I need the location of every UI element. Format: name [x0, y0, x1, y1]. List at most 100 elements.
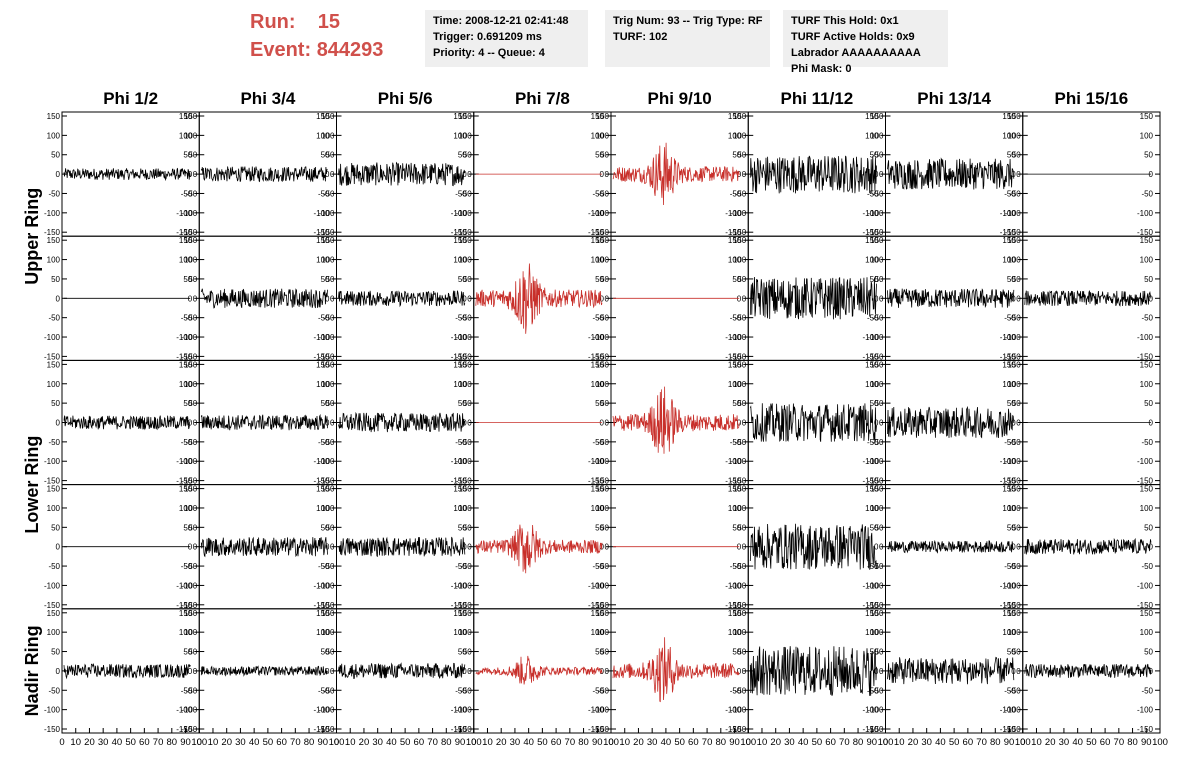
y-tick-label: 100 [1002, 504, 1016, 513]
info-line: Time: 2008-12-21 02:41:48 [433, 15, 569, 27]
y-tick-label: -100 [181, 457, 198, 466]
y-tick-label: 100 [458, 628, 472, 637]
y-tick-label: 100 [733, 256, 747, 265]
y-tick-label: 50 [1007, 151, 1016, 160]
y-tick-label: 150 [1007, 609, 1021, 618]
y-tick-label: -150 [181, 725, 198, 734]
y-tick-label: -100 [456, 706, 473, 715]
y-tick-label: -150 [1137, 477, 1154, 486]
y-tick-label: -150 [593, 228, 610, 237]
y-tick-label: 150 [596, 112, 610, 121]
event-value: 844293 [316, 39, 384, 61]
y-tick-label: -150 [318, 228, 335, 237]
y-tick-label: -50 [323, 562, 335, 571]
x-tick-label: 80 [853, 737, 864, 748]
y-tick-label: 0 [600, 419, 605, 428]
y-tick-label: -150 [1000, 725, 1017, 734]
y-tick-label: -150 [44, 601, 61, 610]
y-tick-label: 50 [458, 275, 467, 284]
y-tick-label: 50 [51, 648, 60, 657]
y-tick-label: 50 [326, 523, 335, 532]
y-tick-label: -50 [460, 314, 472, 323]
y-tick-label: -50 [867, 314, 879, 323]
y-tick-label: -50 [730, 189, 742, 198]
y-tick-label: 100 [458, 504, 472, 513]
y-tick-label: 50 [600, 648, 609, 657]
waveform-trace [887, 405, 1015, 439]
y-tick-label: -50 [181, 686, 193, 695]
y-tick-label: -150 [313, 601, 330, 610]
y-tick-label: -100 [593, 581, 610, 590]
y-tick-label: 150 [458, 112, 472, 121]
y-tick-label: -50 [1004, 562, 1016, 571]
y-tick-label: 0 [879, 419, 884, 428]
y-tick-label: -50 [1009, 189, 1021, 198]
y-tick-label: 150 [733, 360, 747, 369]
y-tick-label: 150 [321, 360, 335, 369]
y-tick-label: 0 [467, 543, 472, 552]
y-tick-label: 150 [316, 485, 330, 494]
y-tick-label: 150 [1140, 112, 1154, 121]
waveform-trace [200, 288, 328, 309]
y-tick-label: -150 [176, 725, 193, 734]
y-tick-label: 150 [316, 112, 330, 121]
run-event-header: Run: 15 Event: 844293 [250, 8, 383, 64]
y-tick-label: -100 [44, 581, 61, 590]
run-value: 15 [317, 11, 341, 33]
y-tick-label: -50 [318, 189, 330, 198]
x-tick-label: 100 [191, 737, 207, 748]
x-tick-label: 100 [1015, 737, 1031, 748]
y-tick-label: 150 [47, 236, 61, 245]
y-tick-label: -150 [862, 352, 879, 361]
column-header: Phi 7/8 [515, 89, 570, 108]
y-tick-label: -100 [176, 209, 193, 218]
y-tick-label: -100 [588, 209, 605, 218]
y-tick-label: -100 [1000, 706, 1017, 715]
y-tick-label: 50 [51, 275, 60, 284]
y-tick-label: -100 [181, 209, 198, 218]
y-tick-label: 0 [325, 170, 330, 179]
y-tick-label: 0 [1149, 419, 1154, 428]
y-tick-label: -100 [1137, 333, 1154, 342]
y-tick-label: -150 [456, 601, 473, 610]
x-tick-label: 70 [565, 737, 576, 748]
waveform-trace [63, 415, 191, 431]
x-tick-label: 40 [112, 737, 123, 748]
y-tick-label: 100 [453, 131, 467, 140]
y-tick-label: 50 [463, 151, 472, 160]
y-tick-label: 100 [179, 380, 193, 389]
y-tick-label: 0 [330, 543, 335, 552]
run-label: Run: [250, 11, 296, 33]
waveform-trace [63, 662, 191, 680]
y-tick-label: 100 [1140, 380, 1154, 389]
y-tick-label: 0 [193, 419, 198, 428]
x-tick-label: 10 [619, 737, 630, 748]
y-tick-label: -50 [1141, 562, 1153, 571]
x-tick-label: 10 [208, 737, 219, 748]
y-tick-label: -50 [592, 438, 604, 447]
x-tick-label: 10 [70, 737, 81, 748]
y-tick-label: -100 [1000, 209, 1017, 218]
waveform-trace [612, 386, 740, 454]
y-tick-label: -100 [318, 457, 335, 466]
y-tick-label: -100 [313, 333, 330, 342]
y-tick-label: 50 [183, 399, 192, 408]
y-tick-label: 100 [179, 131, 193, 140]
y-tick-label: 150 [1002, 112, 1016, 121]
y-tick-label: 0 [742, 294, 747, 303]
x-tick-label: 30 [921, 737, 932, 748]
y-tick-label: 50 [321, 151, 330, 160]
x-tick-label: 0 [59, 737, 64, 748]
y-tick-label: -100 [313, 706, 330, 715]
y-tick-label: -50 [1004, 314, 1016, 323]
y-tick-label: -50 [323, 686, 335, 695]
y-tick-label: 0 [462, 667, 467, 676]
y-tick-label: -100 [176, 333, 193, 342]
y-tick-label: -50 [323, 438, 335, 447]
x-tick-label: 70 [702, 737, 713, 748]
y-tick-label: 150 [591, 360, 605, 369]
event-line: Event: 844293 [250, 36, 383, 64]
y-tick-label: 0 [600, 170, 605, 179]
y-tick-label: -50 [186, 562, 198, 571]
x-tick-label: 40 [386, 737, 397, 748]
